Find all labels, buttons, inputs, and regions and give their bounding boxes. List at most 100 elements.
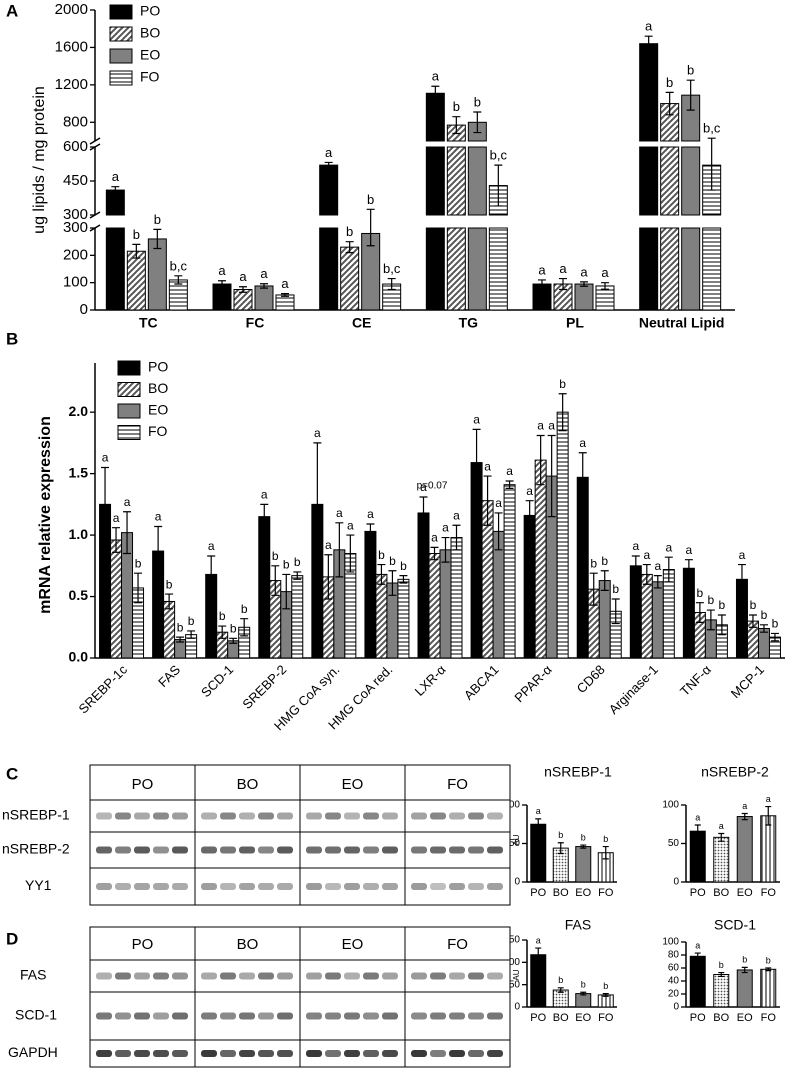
letter: a bbox=[261, 488, 268, 502]
bar bbox=[639, 43, 659, 142]
letter: a bbox=[314, 426, 321, 440]
blot-band bbox=[96, 1012, 112, 1020]
bar bbox=[682, 567, 695, 659]
y-tick-label: 40 bbox=[668, 976, 680, 987]
legend-swatch bbox=[109, 26, 133, 42]
blot-band bbox=[344, 846, 360, 854]
error-bar bbox=[538, 279, 546, 289]
letter: b bbox=[367, 192, 374, 207]
blot-band bbox=[468, 846, 484, 854]
letter: b bbox=[772, 617, 779, 631]
bar bbox=[640, 573, 653, 659]
letter: a bbox=[537, 419, 544, 433]
error-bar bbox=[707, 137, 716, 191]
error-bar bbox=[324, 161, 333, 169]
error-bar bbox=[271, 565, 280, 596]
blot-band bbox=[306, 883, 322, 890]
error-bar bbox=[345, 241, 354, 254]
error-bar bbox=[472, 428, 481, 497]
letter: a bbox=[601, 265, 609, 280]
letter: a bbox=[442, 521, 449, 535]
letter: b bbox=[581, 980, 586, 990]
bar bbox=[639, 146, 659, 216]
x-tick-label: CE bbox=[352, 315, 371, 331]
x-tick-label: FO bbox=[761, 887, 777, 899]
blot-band bbox=[201, 1050, 217, 1057]
blot-band bbox=[258, 1050, 274, 1057]
bar bbox=[760, 968, 777, 1008]
blot-band bbox=[344, 972, 360, 980]
axis-break bbox=[89, 137, 101, 151]
row-label: YY1 bbox=[25, 877, 52, 893]
x-tick-label: SREBP-1c bbox=[76, 662, 131, 717]
blot-band bbox=[468, 1012, 484, 1020]
letter: a bbox=[336, 506, 343, 520]
letter: a bbox=[526, 484, 533, 498]
error-bar bbox=[741, 966, 748, 974]
y-tick-label: 20 bbox=[668, 989, 680, 1000]
blot-band bbox=[487, 846, 503, 854]
blot-band bbox=[201, 812, 217, 820]
letter: b bbox=[474, 94, 481, 109]
x-tick-label: PL bbox=[566, 315, 584, 331]
letter: b bbox=[219, 609, 226, 623]
lane-label: BO bbox=[237, 776, 259, 793]
blot-band bbox=[153, 1012, 169, 1020]
x-tick-label: ABCA1 bbox=[461, 662, 502, 703]
error-bar bbox=[218, 280, 226, 288]
error-bar bbox=[134, 572, 143, 604]
blot-band bbox=[430, 1050, 446, 1057]
x-tick-label: FC bbox=[246, 315, 265, 331]
blot-band bbox=[411, 972, 427, 980]
y-axis-label: AU bbox=[512, 834, 521, 845]
y-tick-label: 60 bbox=[668, 963, 680, 974]
legend-swatch bbox=[117, 360, 141, 376]
bar bbox=[163, 600, 176, 659]
error-bar bbox=[653, 575, 662, 589]
error-bar bbox=[153, 228, 162, 250]
letter: a bbox=[695, 940, 700, 950]
x-tick-label: TG bbox=[459, 315, 479, 331]
error-bar bbox=[388, 570, 397, 596]
blot-band bbox=[325, 1050, 341, 1057]
bar bbox=[397, 578, 410, 659]
error-bar bbox=[737, 563, 746, 595]
letter: a bbox=[686, 543, 693, 557]
y-axis-label: mRNA relative expression bbox=[37, 416, 54, 614]
blot-band bbox=[487, 1012, 503, 1020]
x-tick-label: Arginase-1 bbox=[606, 662, 661, 717]
error-bar bbox=[154, 525, 163, 577]
panel-label: B bbox=[6, 329, 18, 348]
blot-band bbox=[153, 1050, 169, 1057]
legend-label: PO bbox=[148, 359, 168, 375]
panel-label: A bbox=[6, 1, 18, 20]
letter: b bbox=[603, 834, 608, 844]
letter: a bbox=[155, 510, 162, 524]
y-tick-label: 50 bbox=[509, 979, 521, 990]
x-tick-label: LXR-α bbox=[412, 662, 449, 699]
bar bbox=[428, 553, 441, 659]
blot-band bbox=[96, 972, 112, 980]
letter: a bbox=[580, 264, 588, 279]
bar bbox=[574, 283, 594, 311]
bar bbox=[258, 516, 271, 659]
blot-band bbox=[363, 1050, 379, 1057]
letter: a bbox=[719, 821, 724, 831]
blot-band bbox=[382, 1012, 398, 1020]
error-bar bbox=[765, 805, 772, 826]
letter: a bbox=[473, 413, 480, 427]
blot-band bbox=[468, 812, 484, 820]
x-tick-label: SCD-1 bbox=[198, 662, 236, 700]
blot-band bbox=[115, 1050, 131, 1057]
error-bar bbox=[229, 637, 238, 644]
bar bbox=[575, 846, 592, 883]
legend-label: FO bbox=[148, 423, 168, 439]
error-bar bbox=[494, 512, 503, 551]
error-bar bbox=[718, 971, 725, 978]
letter: b bbox=[558, 975, 563, 985]
letter: b bbox=[603, 981, 608, 991]
y-tick-label: 100 bbox=[662, 937, 679, 948]
letter: a bbox=[559, 261, 567, 276]
letter: a bbox=[495, 496, 502, 510]
